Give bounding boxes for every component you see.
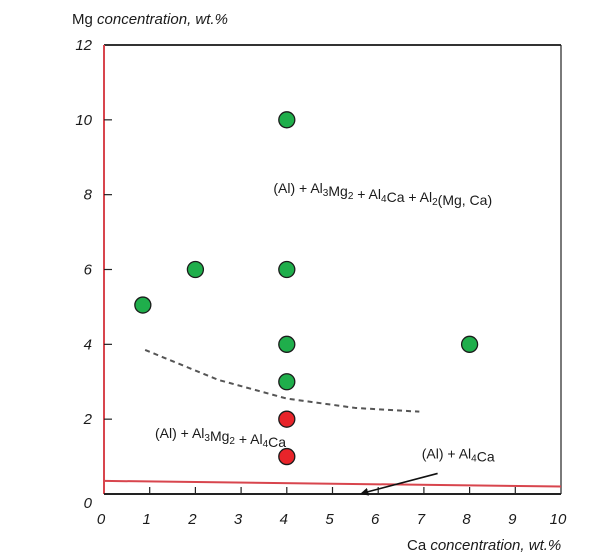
green-point — [460, 335, 479, 353]
green-point — [186, 260, 205, 279]
x-tick-label: 4 — [280, 511, 288, 528]
y-tick-label: 0 — [84, 495, 93, 512]
y-tick-label: 8 — [84, 187, 93, 204]
green-point — [134, 296, 152, 314]
x-tick-label: 5 — [325, 511, 334, 528]
green-point — [278, 260, 296, 279]
x-tick-label: 9 — [508, 511, 517, 528]
phase-boundary-solubility — [103, 479, 562, 488]
x-tick-label: 1 — [143, 511, 151, 528]
x-tick-label: 8 — [462, 511, 471, 528]
green-point — [278, 111, 296, 129]
label-region-3phase: (Al) + Al3Mg2 + Al4Ca — [155, 425, 286, 450]
x-tick-label: 6 — [371, 511, 380, 528]
label-region-2phase: (Al) + Al4Ca — [422, 445, 495, 464]
y-tick-label: 12 — [75, 37, 92, 54]
y-tick-label: 4 — [84, 336, 92, 353]
red-point — [278, 447, 296, 466]
red-point — [278, 410, 296, 428]
x-tick-label: 2 — [187, 511, 197, 528]
label-region-4phase: (Al) + Al3Mg2 + Al4Ca + Al2(Mg, Ca) — [273, 180, 492, 208]
x-tick-label: 3 — [234, 511, 243, 528]
y-tick-label: 2 — [83, 411, 93, 428]
green-point — [278, 335, 296, 353]
y-axis-title: Mg concentration, wt.% — [72, 11, 228, 28]
y-tick-label: 10 — [75, 112, 92, 129]
x-tick-label: 7 — [417, 511, 426, 528]
x-tick-label: 0 — [97, 511, 106, 528]
y-tick-label: 6 — [84, 262, 93, 279]
green-point — [278, 373, 296, 391]
x-axis-title: Ca concentration, wt.% — [407, 537, 561, 554]
annotation-arrow — [360, 472, 438, 496]
x-tick-label: 10 — [550, 511, 567, 528]
